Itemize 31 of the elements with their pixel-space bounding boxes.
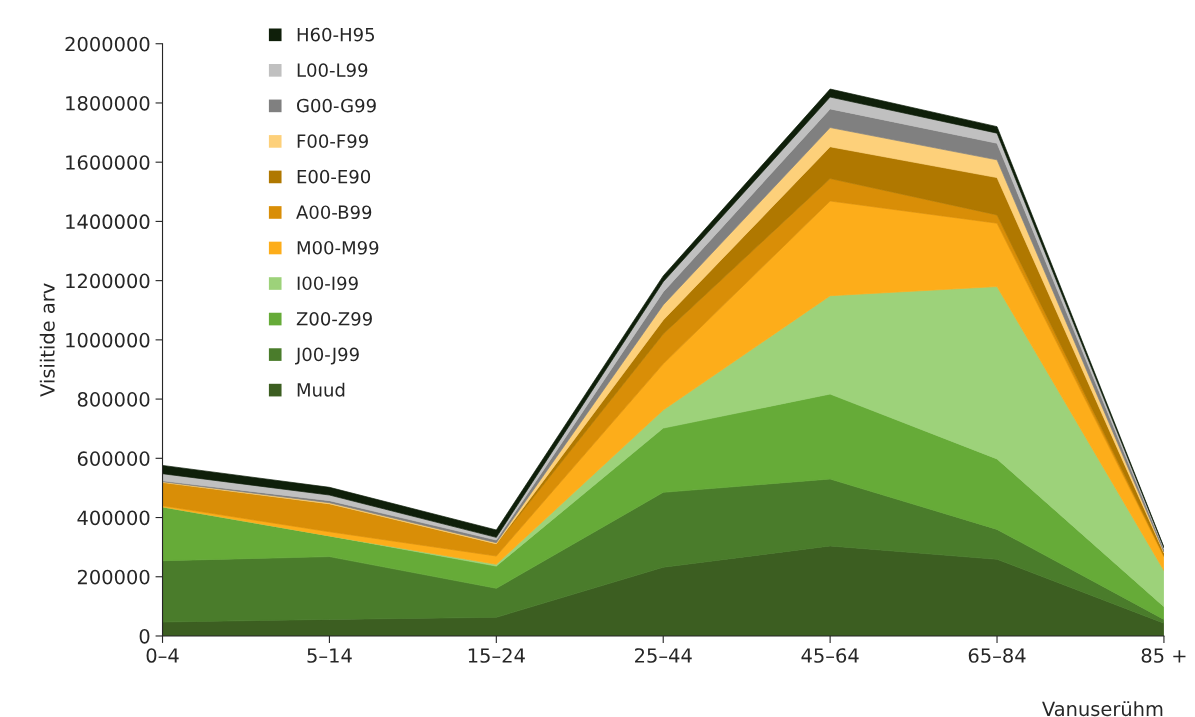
y-tick-label: 800000 [77,392,150,407]
y-tick-label: 200000 [77,569,150,585]
y-tick-label: 0 [139,628,150,644]
y-tick-label: 1800000 [66,95,150,111]
x-tick-label: 85 + [1141,648,1186,663]
y-tick-label: 1400000 [66,214,150,230]
y-tick-label: 1200000 [66,273,150,289]
legend-label: H60-H95 [297,27,375,42]
y-tick-label: 1000000 [66,332,150,348]
legend-label: Muud [297,382,345,397]
x-tick-label: 15–24 [468,648,525,663]
legend-label: A00-B99 [296,205,372,220]
x-tick-label: 5–14 [307,648,352,663]
x-axis-title: Vanuserühm [1042,701,1163,717]
legend-label: F00-F99 [297,134,368,148]
legend-label: L00-L99 [297,63,368,77]
legend-label: G00-G99 [296,98,376,113]
x-tick-label: 45–64 [801,648,859,663]
legend-label: M00-M99 [297,240,379,255]
y-tick-label: 1600000 [66,155,150,170]
y-tick-label: 2000000 [65,36,150,52]
x-tick-label: 65–84 [968,648,1026,663]
y-tick-label: 400000 [77,510,150,526]
legend-label: J00-J99 [295,347,359,365]
legend-label: Z00-Z99 [296,311,372,326]
y-tick-label: 600000 [77,451,150,466]
y-axis-title: Visiitide arv [39,283,55,397]
legend-label: I00-I99 [297,276,358,291]
legend-label: E00-E90 [297,169,371,184]
x-tick-label: 25–44 [635,648,692,663]
x-tick-label: 0–4 [146,648,179,663]
